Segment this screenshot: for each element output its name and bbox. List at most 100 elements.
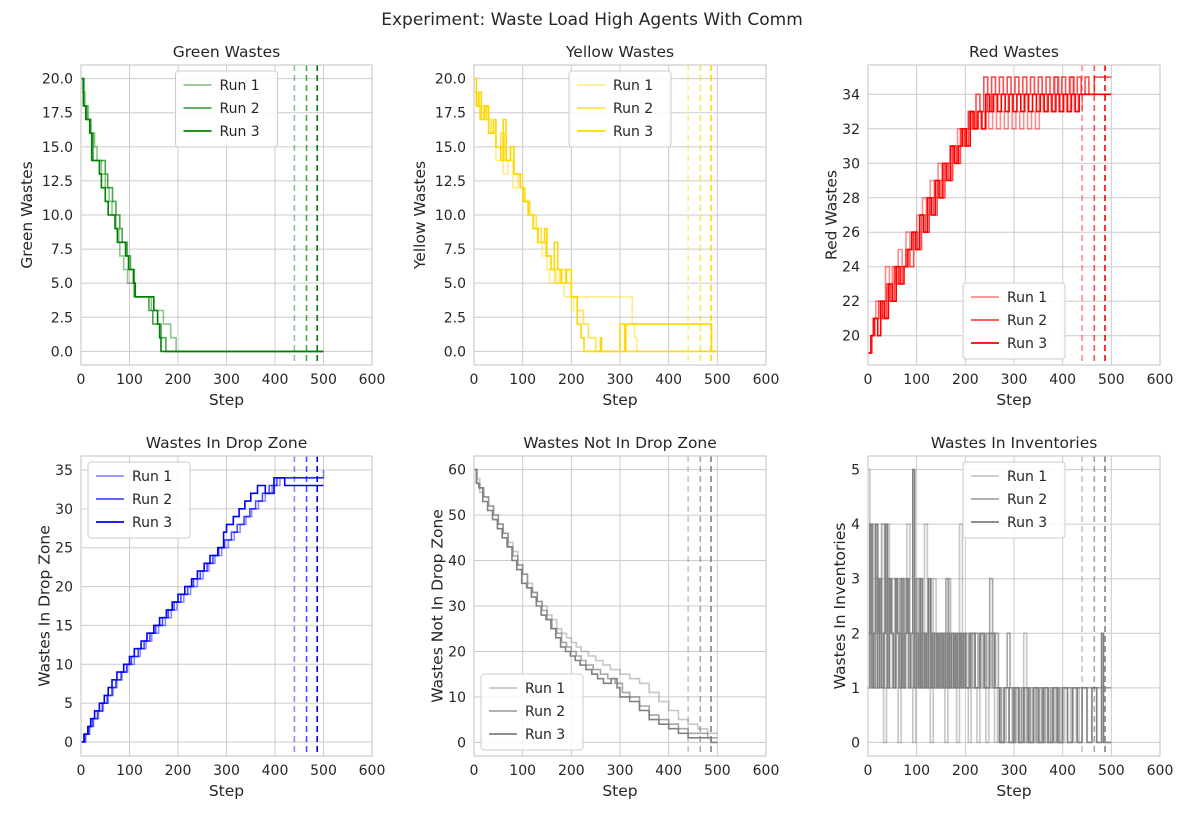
series-line-run-2 (81, 77, 324, 353)
x-axis-label: Step (996, 782, 1031, 800)
x-axis-label: Step (209, 782, 244, 800)
x-tick-label: 600 (753, 372, 780, 388)
legend-label-run-1: Run 1 (1007, 290, 1047, 306)
legend-label-run-3: Run 3 (220, 124, 260, 140)
y-tick-label: 35 (55, 463, 73, 479)
x-tick-label: 100 (509, 763, 536, 779)
series-line-run-2 (81, 477, 324, 743)
y-tick-label: 24 (842, 260, 860, 276)
y-tick-label: 0 (64, 735, 73, 751)
y-axis-label: Wastes Not In Drop Zone (428, 509, 446, 703)
plot-frame (867, 455, 1161, 757)
subplot-3: 0 100 200 300 400 500 600 20 22 24 26 28 30 32 34 Red W… (822, 43, 1173, 409)
legend-label-run-1: Run 1 (132, 469, 172, 485)
x-tick-label: 300 (1001, 763, 1028, 779)
subplot-5: 0 100 200 300 400 500 600 0 10 20 30 40 50 60 Wastes N… (428, 434, 779, 800)
subplot-1: 0 100 200 300 400 500 600 0.0 2.5 5.0 7.5 10.0 12.5 1… (18, 43, 386, 409)
legend-label-run-3: Run 3 (132, 515, 172, 531)
x-tick-label: 600 (753, 763, 780, 779)
legend-label-run-1: Run 1 (613, 78, 653, 94)
x-tick-label: 0 (77, 763, 86, 779)
y-tick-label: 10.0 (42, 208, 73, 224)
plot-frame (867, 64, 1161, 366)
y-tick-label: 5.0 (444, 276, 466, 292)
x-tick-label: 600 (1147, 372, 1174, 388)
plot-frame (80, 64, 373, 366)
legend-label-run-1: Run 1 (1007, 469, 1047, 485)
y-axis-label: Green Wastes (18, 161, 36, 268)
y-tick-label: 10 (448, 690, 466, 706)
x-tick-label: 400 (655, 372, 682, 388)
legend: Run 1 Run 2 Run 3 (480, 673, 584, 751)
legend-box (962, 282, 1066, 360)
y-tick-label: 0.0 (51, 344, 73, 360)
y-tick-label: 15.0 (42, 140, 73, 156)
x-tick-label: 0 (77, 372, 86, 388)
figure-title: Experiment: Waste Load High Agents With … (381, 10, 803, 30)
y-tick-label: 7.5 (51, 242, 73, 258)
legend-box (175, 70, 278, 148)
legend-label-run-1: Run 1 (220, 78, 260, 94)
y-tick-label: 2.5 (444, 310, 466, 326)
x-axis-label: Step (209, 391, 244, 409)
y-tick-label: 20 (55, 580, 73, 596)
y-tick-label: 25 (55, 541, 73, 557)
y-tick-label: 20 (448, 644, 466, 660)
subplot-title: Wastes In Inventories (931, 434, 1098, 452)
y-axis-label: Wastes In Inventories (831, 523, 849, 690)
y-axis-label: Red Wastes (822, 170, 840, 260)
legend-label-run-2: Run 2 (220, 101, 260, 117)
y-tick-label: 60 (448, 463, 466, 479)
x-tick-label: 300 (607, 763, 634, 779)
subplot-title: Wastes Not In Drop Zone (523, 434, 717, 452)
y-tick-label: 2 (851, 626, 860, 642)
y-tick-label: 10 (55, 657, 73, 673)
y-tick-label: 0.0 (444, 344, 466, 360)
x-tick-label: 200 (952, 763, 979, 779)
plot-lines (474, 456, 718, 756)
legend-label-run-2: Run 2 (1007, 313, 1047, 329)
x-tick-label: 0 (470, 372, 479, 388)
x-tick-label: 100 (116, 763, 143, 779)
x-axis-label: Step (602, 391, 637, 409)
x-axis-label: Step (602, 782, 637, 800)
y-tick-label: 22 (842, 294, 860, 310)
y-tick-label: 3 (851, 572, 860, 588)
x-tick-label: 500 (310, 372, 337, 388)
y-tick-label: 0 (851, 735, 860, 751)
y-tick-label: 20.0 (435, 72, 466, 88)
y-tick-label: 30 (842, 156, 860, 172)
y-tick-label: 26 (842, 225, 860, 241)
x-tick-label: 200 (952, 372, 979, 388)
x-tick-label: 200 (558, 372, 585, 388)
subplot-title: Green Wastes (173, 43, 280, 61)
legend-label-run-3: Run 3 (525, 727, 565, 743)
plot-lines (81, 65, 324, 365)
y-tick-label: 17.5 (435, 106, 466, 122)
plot-frame (473, 64, 767, 366)
y-tick-label: 34 (842, 87, 860, 103)
legend: Run 1 Run 2 Run 3 (962, 461, 1066, 539)
legend-label-run-2: Run 2 (132, 492, 172, 508)
x-tick-label: 500 (310, 763, 337, 779)
series-line-run-3 (868, 93, 1112, 354)
plot-frame (80, 455, 373, 757)
legend-label-run-2: Run 2 (1007, 492, 1047, 508)
x-tick-label: 400 (1049, 372, 1076, 388)
y-tick-label: 40 (448, 554, 466, 570)
legend-box (962, 461, 1066, 539)
x-tick-label: 100 (903, 372, 930, 388)
plot-frame (473, 455, 767, 757)
series-line-run-3 (474, 77, 718, 353)
x-tick-label: 100 (509, 372, 536, 388)
y-tick-label: 15.0 (435, 140, 466, 156)
legend-label-run-3: Run 3 (613, 124, 653, 140)
y-tick-label: 5 (851, 463, 860, 479)
x-tick-label: 400 (262, 763, 289, 779)
y-tick-label: 17.5 (42, 106, 73, 122)
subplot-6: 0 100 200 300 400 500 600 0 1 2 3 4 5 Wastes In Inven… (831, 434, 1173, 800)
subplot-title: Yellow Wastes (565, 43, 674, 61)
series-line-run-3 (868, 468, 1112, 744)
